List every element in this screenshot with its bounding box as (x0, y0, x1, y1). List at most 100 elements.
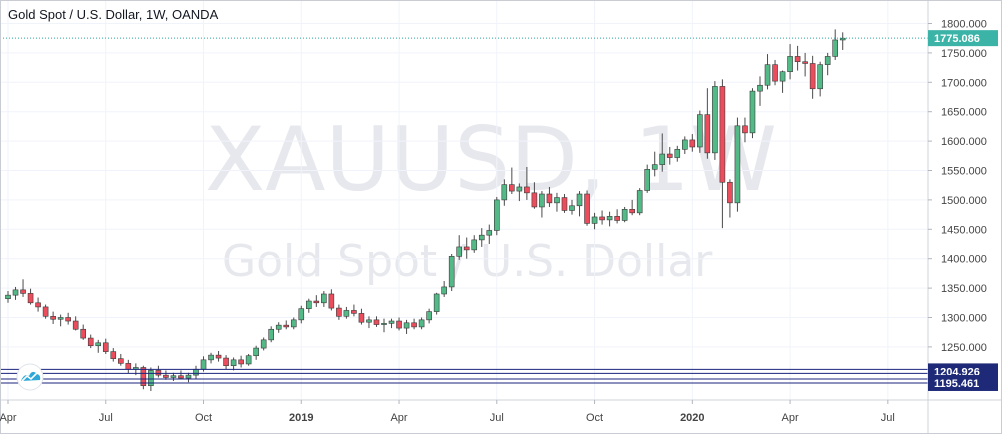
candle-body (539, 193, 545, 208)
candle-body (35, 302, 41, 308)
candle (719, 79, 726, 229)
time-axis[interactable]: Apr Jul Oct 2019 Apr Jul Oct 2020 Apr Jul (0, 400, 895, 424)
candle (238, 355, 244, 368)
candle-body (381, 323, 387, 325)
candle-body (629, 209, 635, 214)
candles (5, 29, 846, 391)
candle-body (832, 39, 839, 57)
candle-body (110, 351, 117, 359)
watermark-name: Gold Spot / U.S. Dollar (222, 236, 713, 287)
candle (305, 298, 312, 313)
x-tick-label: Apr (390, 412, 407, 424)
candle-body (809, 63, 816, 90)
price-axis[interactable]: 1800.000 1750.000 1700.000 1650.000 1600.000… (928, 19, 987, 354)
candle-body (516, 186, 523, 192)
candle (230, 357, 237, 371)
candle (516, 183, 523, 202)
candle (569, 199, 575, 215)
candle-body (779, 71, 786, 82)
candle (764, 54, 771, 90)
candle (411, 318, 417, 330)
candle (275, 322, 282, 333)
candle-body (321, 293, 327, 304)
candle-body (817, 64, 823, 90)
candle (674, 145, 681, 162)
candle (253, 345, 259, 360)
candle-body (230, 359, 237, 367)
y-tick-label: 1400.000 (941, 254, 987, 266)
candle-body (839, 37, 846, 41)
candle (245, 353, 252, 366)
candle (463, 237, 470, 259)
candle-body (456, 246, 463, 257)
y-tick-label: 1250.000 (941, 342, 987, 354)
x-tick-label: 2020 (680, 412, 704, 424)
candle-body (208, 354, 214, 361)
candle-body (478, 234, 485, 241)
candle-body (764, 64, 771, 86)
candle (381, 318, 387, 333)
candle-body (697, 114, 703, 148)
x-tick-label: Apr (0, 412, 17, 424)
candle (546, 186, 553, 207)
candle-body (689, 139, 696, 148)
candle (772, 59, 778, 86)
candle-body (636, 190, 643, 214)
candle-body (509, 184, 515, 192)
candle (606, 211, 613, 227)
candle (418, 317, 425, 330)
candle-body (651, 164, 658, 170)
candle-body (794, 56, 801, 63)
candle (539, 191, 545, 218)
candle-body (238, 359, 244, 365)
candle (343, 306, 350, 319)
candle-body (727, 181, 733, 204)
candle (283, 320, 290, 330)
candle-body (200, 359, 207, 370)
current-price-tag: 1775.086 (928, 30, 998, 47)
candle (501, 179, 508, 206)
candle (321, 291, 327, 307)
candle (644, 164, 651, 193)
candle (554, 192, 560, 212)
candle (72, 316, 79, 331)
candle-body (621, 209, 628, 221)
candle-body (290, 319, 297, 328)
y-tick-label: 1300.000 (941, 313, 987, 325)
candle-body (396, 320, 402, 329)
candle (629, 199, 635, 216)
candle-body (351, 310, 357, 314)
candle-body (569, 205, 575, 211)
candle (531, 182, 538, 209)
x-tick-label: Jul (881, 412, 895, 424)
horizontal-levels[interactable] (0, 368, 928, 384)
candle (621, 206, 628, 223)
current-price-label: 1775.086 (934, 33, 980, 45)
candle (290, 317, 297, 330)
candle-body (712, 86, 718, 154)
candle-body (411, 322, 417, 328)
candle (441, 281, 447, 297)
y-tick-label: 1750.000 (941, 48, 987, 60)
candle-body (298, 308, 305, 321)
candle (163, 370, 169, 380)
level-price-tag: 1195.461 (928, 374, 998, 391)
y-tick-label: 1650.000 (941, 107, 987, 119)
candle (666, 146, 673, 165)
y-tick-label: 1600.000 (941, 136, 987, 148)
tradingview-logo-icon[interactable] (16, 363, 44, 391)
candle (433, 292, 440, 315)
candle-body (666, 153, 673, 158)
candle (659, 133, 666, 172)
candle (651, 151, 658, 177)
candle (170, 372, 177, 382)
candle-body (72, 320, 79, 330)
candle-body (659, 153, 666, 165)
candle (712, 81, 718, 160)
candle-body (215, 354, 222, 359)
candle-body (275, 324, 282, 330)
candle (102, 338, 109, 354)
candle-body (787, 56, 793, 73)
